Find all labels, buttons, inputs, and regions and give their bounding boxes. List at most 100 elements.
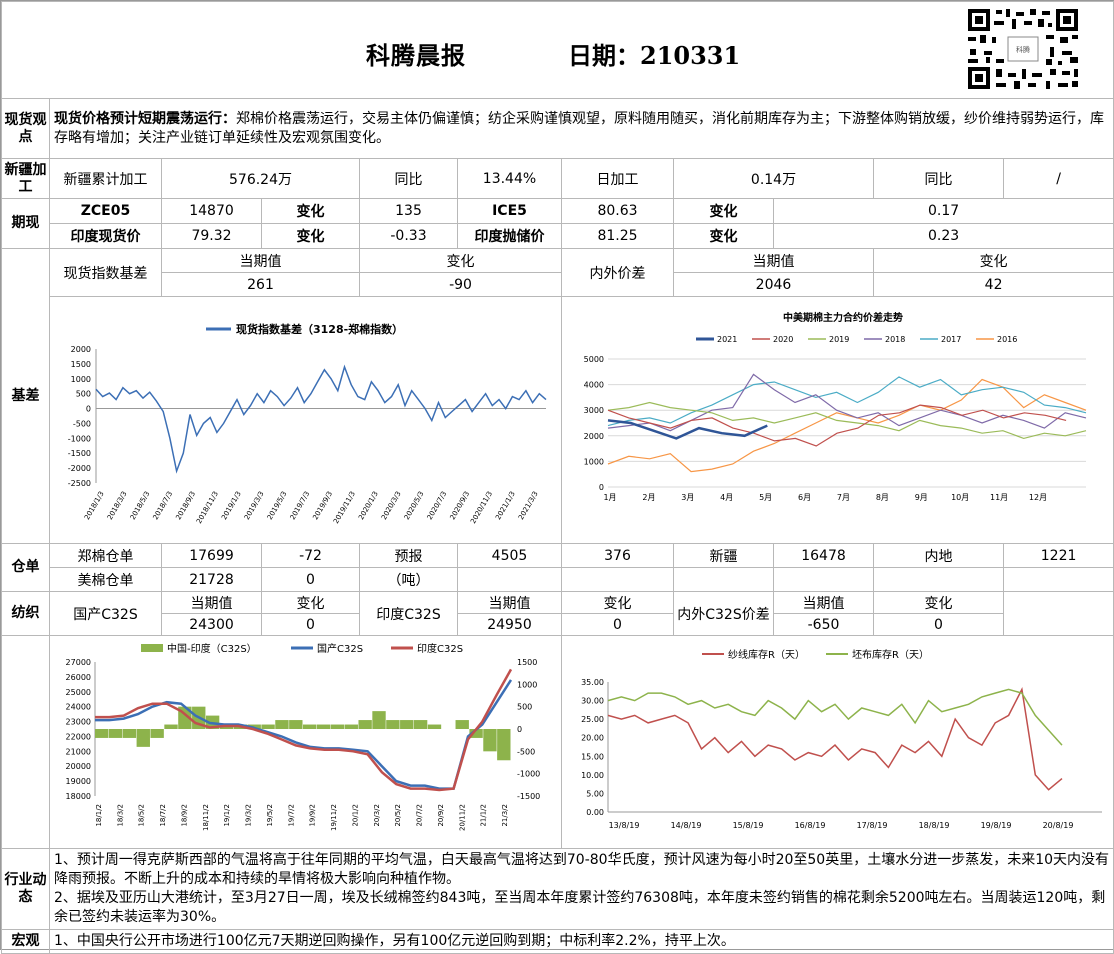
x-tick-label: 2018/11/3 <box>195 490 220 525</box>
x-tick-label: 2020/3/3 <box>380 490 403 521</box>
y-tick-label: 25000 <box>65 688 90 697</box>
x-tick-label: 1月 <box>603 493 616 502</box>
x-tick-label: 2020/7/3 <box>425 490 448 521</box>
legend-label: 2019 <box>829 335 849 344</box>
basis-diff-current: 2046 <box>673 272 874 297</box>
spinning-dom-chg-label: 变化 <box>261 591 360 614</box>
x-tick-label: 19/3/2 <box>244 804 252 827</box>
x-tick-label: 20/1/2 <box>351 804 359 827</box>
x-tick-label: 20/8/19 <box>1043 821 1074 830</box>
futures-key: 印度抛储价 <box>457 223 562 249</box>
futures-value: 81.25 <box>561 223 674 249</box>
spinning-ind-label: 印度C32S <box>359 591 458 636</box>
xinjiang-cum-value: 576.24万 <box>161 158 360 199</box>
x-tick-label: 18/9/2 <box>180 804 188 827</box>
basis-index-change: -90 <box>359 272 562 297</box>
spot-body: 郑棉价格震荡运行，交易主体仍偏谨慎；纺企采购谨慎观望，原料随用随买，消化前期库存… <box>54 110 1104 146</box>
x-tick-label: 17/8/19 <box>857 821 888 830</box>
x-tick-label: 18/5/2 <box>137 804 145 827</box>
x-tick-label: 21/3/2 <box>501 804 509 827</box>
spread-bar <box>274 720 289 729</box>
spinning-diff-cur-label: 当期值 <box>773 591 874 614</box>
spread-bar <box>427 724 441 729</box>
y-tick-label: 1000 <box>584 457 604 466</box>
y-tick-label: 2000 <box>584 432 604 441</box>
basis-diff-label: 内外价差 <box>561 248 674 297</box>
legend-label: 2018 <box>885 335 905 344</box>
legend-label: 中国-印度（C32S） <box>167 642 257 655</box>
x-tick-label: 7月 <box>837 493 850 502</box>
legend-label: 2016 <box>997 335 1017 344</box>
legend-swatch <box>140 644 163 652</box>
spinning-diff-change: 0 <box>873 613 1004 636</box>
y-tick-label: 2000 <box>70 345 90 354</box>
spinning-dom-current: 24300 <box>161 613 262 636</box>
x-tick-label: 19/7/2 <box>287 804 295 827</box>
basis-index-label: 现货指数基差 <box>49 248 162 297</box>
spread-bar <box>413 720 427 729</box>
x-tick-label: 18/7/2 <box>159 804 167 827</box>
spread-bar <box>108 729 122 738</box>
x-tick-label: 18/11/2 <box>201 804 209 831</box>
y-tick-label: 24000 <box>65 703 90 712</box>
futures-change: 0.23 <box>772 223 1114 249</box>
futures-value: 80.63 <box>561 198 674 224</box>
x-tick-label: 19/11/2 <box>330 804 338 831</box>
warehouse-xj-value: 16478 <box>773 543 874 568</box>
y-tick-label: 0 <box>599 483 604 492</box>
y2-tick-label: 500 <box>517 703 532 712</box>
futures-change: -0.33 <box>359 223 458 249</box>
x-tick-label: 10月 <box>951 493 969 502</box>
spinning-diff-label: 内外C32S价差 <box>673 591 774 636</box>
y-tick-label: 5000 <box>584 355 604 364</box>
xinjiang-yoy-value: 13.44% <box>457 158 562 199</box>
y2-tick-label: -1000 <box>517 770 540 779</box>
xinjiang-daily-label: 日加工 <box>561 158 674 199</box>
report-date: 日期：210331 <box>568 41 741 70</box>
warehouse-forecast-value: 4505 <box>457 543 562 568</box>
warehouse-forecast-unit: （吨） <box>359 567 458 592</box>
x-tick-label: 9月 <box>915 493 928 502</box>
spinning-diff-current: -650 <box>773 613 874 636</box>
y-tick-label: 30.00 <box>581 697 604 706</box>
spread-bar <box>302 724 316 729</box>
x-tick-label: 4月 <box>720 493 733 502</box>
yarn-price-chart-cell: 中国-印度（C32S） 国产C32S 印度C32S 27000 26000 25000 24… <box>49 635 562 849</box>
spread-bar <box>482 729 497 752</box>
warehouse-zm-value: 17699 <box>161 543 262 568</box>
warehouse-label: 仓单 <box>1 543 50 592</box>
y-tick-label: -1000 <box>67 434 90 443</box>
basis-series-line <box>94 364 546 474</box>
basis-cur-label: 当期值 <box>161 248 360 273</box>
y-tick-label: 15.00 <box>581 752 604 761</box>
x-tick-label: 2018/9/3 <box>174 490 197 521</box>
x-tick-label: 16/8/19 <box>795 821 826 830</box>
x-tick-label: 2018/7/3 <box>151 490 174 521</box>
x-tick-label: 2019/11/3 <box>332 490 357 525</box>
basis-diff-change: 42 <box>872 272 1114 297</box>
spinning-ind-change: 0 <box>561 613 674 636</box>
spread-bar <box>399 720 413 729</box>
basis-chart: 现货指数基差（3128-郑棉指数） 2000 1500 1000 500 0 -500 -10… <box>67 322 546 525</box>
warehouse-zm-label: 郑棉仓单 <box>49 543 162 568</box>
spread-bar <box>316 724 330 729</box>
inventory-series-line <box>607 688 1063 746</box>
x-tick-label: 2月 <box>642 493 655 502</box>
x-tick-label: 2019/7/3 <box>288 490 311 521</box>
x-tick-label: 20/5/2 <box>394 804 402 827</box>
qr-caption: 科腾 <box>1016 45 1030 54</box>
spread-series-line <box>607 401 1087 440</box>
x-tick-label: 19/1/2 <box>223 804 231 827</box>
warehouse-forecast-change: 376 <box>561 543 674 568</box>
spread-series-line <box>607 378 1087 473</box>
y2-tick-label: -500 <box>517 747 535 756</box>
x-tick-label: 8月 <box>876 493 889 502</box>
spinning-diff-chg-label: 变化 <box>873 591 1004 614</box>
futures-key: ICE5 <box>457 198 562 224</box>
spread-bar <box>330 724 344 729</box>
y-tick-label: 1500 <box>70 360 90 369</box>
basis-label: 基差 <box>1 248 50 544</box>
xinjiang-yoy-label: 同比 <box>359 158 458 199</box>
